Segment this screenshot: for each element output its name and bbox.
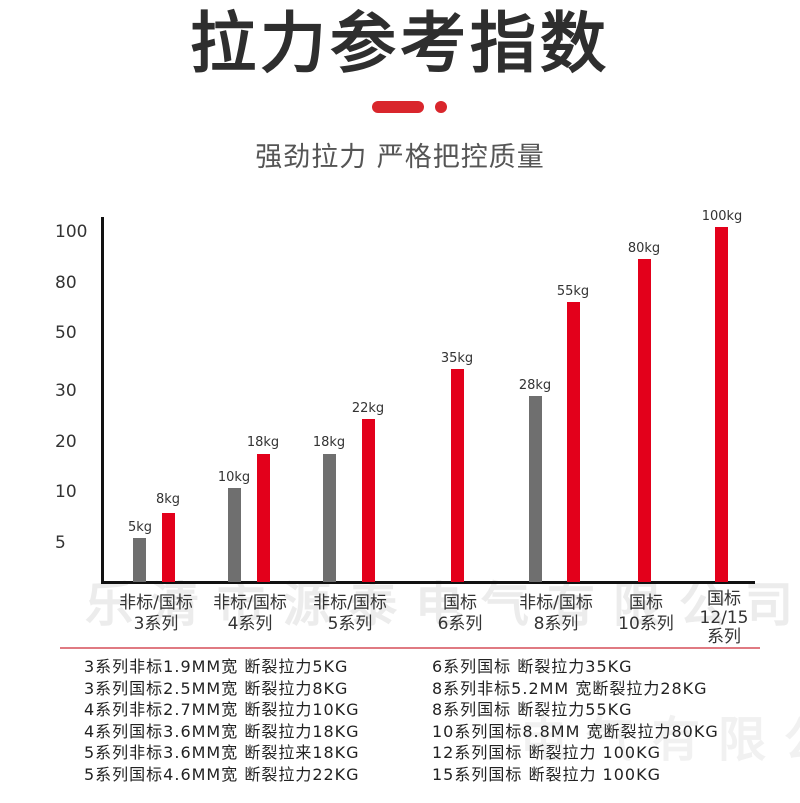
bar-6-national — [451, 369, 464, 582]
x-label-line: 10系列 — [618, 614, 674, 634]
x-label-line: 6系列 — [437, 614, 483, 634]
spec-item: 4系列非标2.7MM宽 断裂拉力10KG — [84, 700, 360, 720]
x-label-8-series: 非标/国标 8系列 — [506, 593, 606, 635]
x-axis — [101, 581, 755, 584]
spec-item: 6系列国标 断裂拉力35KG — [432, 657, 633, 676]
x-label-line: 5系列 — [327, 614, 373, 634]
x-label-line: 非标/国标 — [213, 593, 287, 613]
spec-item: 8系列非标5.2MM 宽断裂拉力28KG — [432, 678, 708, 698]
x-label-line: 4系列 — [227, 614, 273, 634]
y-tick-30: 30 — [55, 381, 77, 401]
x-label-3-series: 非标/国标 3系列 — [106, 593, 206, 635]
spec-list-left: 3系列非标1.9MM宽 断裂拉力5KG 3系列国标2.5MM宽 断裂拉力8KG … — [84, 656, 360, 786]
page-title: 拉力参考指数 — [190, 5, 610, 82]
x-label-5-series: 非标/国标 5系列 — [300, 593, 400, 635]
section-divider — [60, 647, 760, 649]
bar-label-5-national: 22kg — [351, 401, 385, 416]
bar-3-nonstandard — [133, 538, 146, 582]
bar-label-8-national: 55kg — [556, 284, 590, 299]
x-label-line: 12/15 — [699, 608, 749, 628]
y-tick-100: 100 — [55, 222, 88, 242]
x-label-4-series: 非标/国标 4系列 — [200, 593, 300, 635]
title-decoration-dot — [435, 101, 447, 113]
bar-8-nonstandard — [529, 396, 542, 582]
x-label-6-series: 国标 6系列 — [410, 593, 510, 635]
bar-label-3-nonstandard: 5kg — [127, 520, 153, 535]
y-tick-80: 80 — [55, 273, 77, 293]
bar-label-12-15-national: 100kg — [701, 209, 743, 224]
y-tick-5: 5 — [55, 533, 66, 553]
x-label-line: 系列 — [707, 627, 741, 647]
x-label-line: 非标/国标 — [519, 593, 593, 613]
x-label-line: 非标/国标 — [119, 593, 193, 613]
title-decoration-bar — [372, 101, 424, 113]
bar-label-8-nonstandard: 28kg — [518, 378, 552, 393]
y-tick-20: 20 — [55, 432, 77, 452]
x-label-10-series: 国标 10系列 — [596, 593, 696, 635]
bar-label-10-national: 80kg — [627, 241, 661, 256]
spec-item: 4系列国标3.6MM宽 断裂拉力18KG — [84, 721, 360, 741]
y-tick-50: 50 — [55, 323, 77, 343]
bar-label-4-nonstandard: 10kg — [217, 470, 251, 485]
spec-list-right: 6系列国标 断裂拉力35KG 8系列非标5.2MM 宽断裂拉力28KG 8系列国… — [432, 656, 719, 786]
spec-item: 12系列国标 断裂拉力 100KG — [432, 743, 661, 763]
spec-item: 3系列国标2.5MM宽 断裂拉力8KG — [84, 678, 349, 698]
bar-5-national — [362, 419, 375, 582]
bar-label-6-national: 35kg — [440, 351, 474, 366]
bar-8-national — [567, 302, 580, 582]
bar-10-national — [638, 259, 651, 582]
bar-label-4-national: 18kg — [246, 435, 280, 450]
spec-item: 8系列国标 断裂拉力55KG — [432, 700, 633, 720]
x-label-line: 国标 — [707, 589, 741, 609]
x-label-line: 3系列 — [133, 614, 179, 634]
spec-item: 5系列国标4.6MM宽 断裂拉力22KG — [84, 764, 360, 784]
bar-4-national — [257, 454, 270, 582]
spec-item: 15系列国标 断裂拉力 100KG — [432, 764, 661, 784]
bar-3-national — [162, 513, 175, 582]
x-label-line: 国标 — [629, 593, 663, 613]
y-axis — [101, 217, 104, 584]
y-tick-10: 10 — [55, 482, 77, 502]
bar-label-3-national: 8kg — [155, 492, 181, 507]
spec-item: 10系列国标8.8MM 宽断裂拉力80KG — [432, 721, 719, 741]
watermark-secondary: 电气有限公司 — [520, 712, 800, 768]
x-label-12-15-series: 国标 12/15 系列 — [694, 590, 754, 647]
bar-5-nonstandard — [323, 454, 336, 582]
spec-item: 5系列非标3.6MM宽 断裂拉来18KG — [84, 743, 360, 763]
watermark: 乐清市源泰电气有限公司 — [85, 577, 800, 633]
x-label-line: 国标 — [443, 593, 477, 613]
page-subtitle: 强劲拉力 严格把控质量 — [255, 142, 545, 173]
bar-label-5-nonstandard: 18kg — [312, 435, 346, 450]
bar-4-nonstandard — [228, 488, 241, 582]
x-label-line: 非标/国标 — [313, 593, 387, 613]
x-label-line: 8系列 — [533, 614, 579, 634]
bar-12-15-national — [715, 227, 728, 582]
spec-item: 3系列非标1.9MM宽 断裂拉力5KG — [84, 657, 349, 676]
